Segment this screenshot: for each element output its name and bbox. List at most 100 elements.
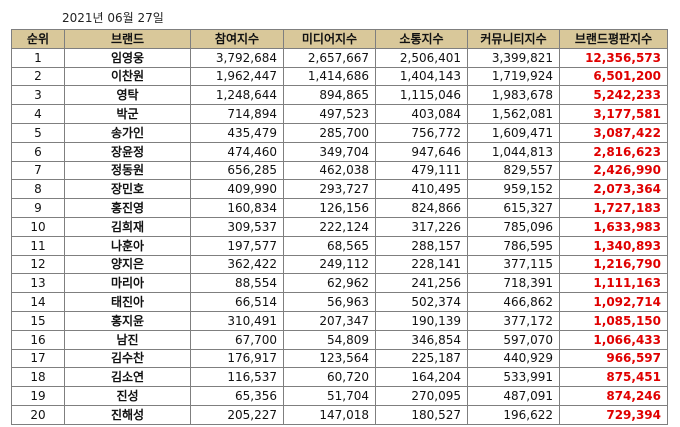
- participation-cell: 1,248,644: [190, 85, 284, 106]
- community-cell: 466,862: [467, 292, 560, 312]
- brand-cell: 홍진영: [64, 198, 191, 218]
- brand-cell: 양지은: [64, 254, 191, 275]
- brand-cell: 남진: [64, 329, 191, 350]
- communication-cell: 403,084: [375, 104, 468, 124]
- table-row: 10 김희재 309,537 222,124 317,226 785,096 1,633,9…: [11, 216, 668, 237]
- reputation-total-cell: 875,451: [559, 367, 668, 388]
- reputation-total-cell: 729,394: [559, 404, 668, 425]
- community-cell: 487,091: [467, 386, 560, 406]
- rank-cell: 16: [11, 329, 65, 350]
- reputation-total-cell: 3,087,422: [559, 122, 668, 143]
- report-date: 2021년 06월 27일: [62, 11, 164, 25]
- rank-cell: 3: [11, 85, 65, 106]
- community-cell: 377,172: [467, 310, 560, 331]
- table-row: 12 양지은 362,422 249,112 228,141 377,115 1,216,7…: [11, 254, 668, 275]
- header-brand-reputation-index: 브랜드평판지수: [559, 29, 668, 49]
- brand-cell: 마리아: [64, 273, 191, 294]
- communication-cell: 288,157: [375, 235, 468, 256]
- table-row: 9 홍진영 160,834 126,156 824,866 615,327 1,727,18…: [11, 198, 668, 218]
- brand-cell: 정동원: [64, 160, 191, 181]
- table-row: 11 나훈아 197,577 68,565 288,157 786,595 1,340,89…: [11, 235, 668, 256]
- participation-cell: 197,577: [190, 235, 284, 256]
- media-cell: 285,700: [283, 122, 376, 143]
- reputation-total-cell: 12,356,573: [559, 47, 668, 68]
- table-row: 7 정동원 656,285 462,038 479,111 829,557 2,426,99…: [11, 160, 668, 181]
- communication-cell: 1,115,046: [375, 85, 468, 106]
- media-cell: 123,564: [283, 348, 376, 369]
- reputation-total-cell: 1,633,983: [559, 216, 668, 237]
- participation-cell: 310,491: [190, 310, 284, 331]
- rank-cell: 11: [11, 235, 65, 256]
- reputation-total-cell: 1,216,790: [559, 254, 668, 275]
- table-row: 16 남진 67,700 54,809 346,854 597,070 1,066,433: [11, 329, 668, 350]
- rank-cell: 8: [11, 179, 65, 200]
- table-row: 2 이찬원 1,962,447 1,414,686 1,404,143 1,719,924…: [11, 66, 668, 87]
- brand-cell: 진해성: [64, 404, 191, 425]
- reputation-total-cell: 1,340,893: [559, 235, 668, 256]
- table-row: 6 장윤정 474,460 349,704 947,646 1,044,813 2,816,…: [11, 141, 668, 162]
- reputation-total-cell: 2,816,623: [559, 141, 668, 162]
- brand-cell: 태진아: [64, 292, 191, 312]
- table-row: 17 김수찬 176,917 123,564 225,187 440,929 966,597: [11, 348, 668, 369]
- communication-cell: 164,204: [375, 367, 468, 388]
- participation-cell: 67,700: [190, 329, 284, 350]
- media-cell: 222,124: [283, 216, 376, 237]
- community-cell: 440,929: [467, 348, 560, 369]
- rank-cell: 9: [11, 198, 65, 218]
- participation-cell: 66,514: [190, 292, 284, 312]
- reputation-total-cell: 1,085,150: [559, 310, 668, 331]
- media-cell: 207,347: [283, 310, 376, 331]
- communication-cell: 502,374: [375, 292, 468, 312]
- table-body: 1 임영웅 3,792,684 2,657,667 2,506,401 3,399,821…: [11, 47, 668, 425]
- participation-cell: 474,460: [190, 141, 284, 162]
- rank-cell: 18: [11, 367, 65, 388]
- media-cell: 126,156: [283, 198, 376, 218]
- community-cell: 1,562,081: [467, 104, 560, 124]
- media-cell: 894,865: [283, 85, 376, 106]
- participation-cell: 309,537: [190, 216, 284, 237]
- brand-cell: 장민호: [64, 179, 191, 200]
- community-cell: 718,391: [467, 273, 560, 294]
- table-row: 18 김소연 116,537 60,720 164,204 533,991 875,451: [11, 367, 668, 388]
- rank-cell: 5: [11, 122, 65, 143]
- reputation-total-cell: 6,501,200: [559, 66, 668, 87]
- communication-cell: 824,866: [375, 198, 468, 218]
- reputation-total-cell: 1,066,433: [559, 329, 668, 350]
- table-row: 8 장민호 409,990 293,727 410,495 959,152 2,073,36…: [11, 179, 668, 200]
- media-cell: 51,704: [283, 386, 376, 406]
- communication-cell: 756,772: [375, 122, 468, 143]
- community-cell: 1,609,471: [467, 122, 560, 143]
- communication-cell: 2,506,401: [375, 47, 468, 68]
- participation-cell: 88,554: [190, 273, 284, 294]
- reputation-total-cell: 3,177,581: [559, 104, 668, 124]
- table-row: 20 진해성 205,227 147,018 180,527 196,622 729,394: [11, 404, 668, 425]
- community-cell: 1,044,813: [467, 141, 560, 162]
- rank-cell: 12: [11, 254, 65, 275]
- community-cell: 829,557: [467, 160, 560, 181]
- participation-cell: 176,917: [190, 348, 284, 369]
- brand-cell: 김희재: [64, 216, 191, 237]
- communication-cell: 1,404,143: [375, 66, 468, 87]
- rank-cell: 6: [11, 141, 65, 162]
- table-row: 15 홍지윤 310,491 207,347 190,139 377,172 1,085,1…: [11, 310, 668, 331]
- brand-cell: 홍지윤: [64, 310, 191, 331]
- media-cell: 497,523: [283, 104, 376, 124]
- media-cell: 1,414,686: [283, 66, 376, 87]
- media-cell: 147,018: [283, 404, 376, 425]
- brand-cell: 임영웅: [64, 47, 191, 68]
- rank-cell: 7: [11, 160, 65, 181]
- rank-cell: 2: [11, 66, 65, 87]
- brand-cell: 이찬원: [64, 66, 191, 87]
- rank-cell: 14: [11, 292, 65, 312]
- header-brand: 브랜드: [64, 29, 191, 49]
- community-cell: 533,991: [467, 367, 560, 388]
- community-cell: 377,115: [467, 254, 560, 275]
- community-cell: 1,983,678: [467, 85, 560, 106]
- communication-cell: 410,495: [375, 179, 468, 200]
- participation-cell: 160,834: [190, 198, 284, 218]
- reputation-total-cell: 1,092,714: [559, 292, 668, 312]
- communication-cell: 479,111: [375, 160, 468, 181]
- brand-cell: 박군: [64, 104, 191, 124]
- brand-cell: 영탁: [64, 85, 191, 106]
